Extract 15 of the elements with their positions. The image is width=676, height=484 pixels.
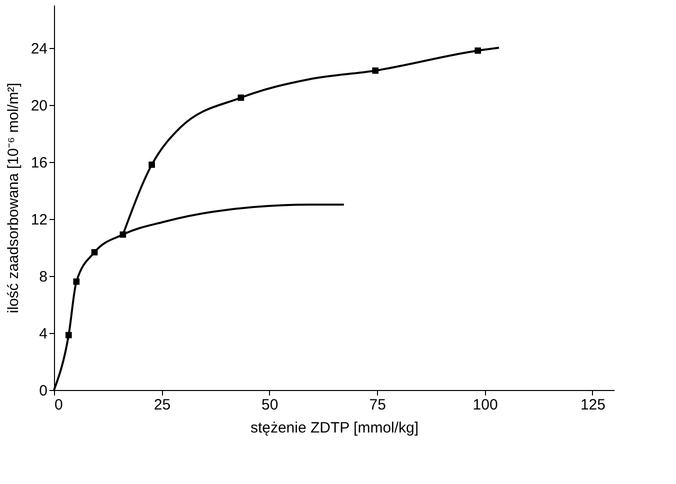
y-tick-label: 24 xyxy=(30,40,48,58)
y-tick-label: 8 xyxy=(39,268,48,286)
x-tick-label: 75 xyxy=(369,396,386,414)
x-tick-label: 0 xyxy=(54,396,63,414)
x-axis-title: stężenie ZDTP [mmol/kg] xyxy=(250,420,419,436)
y-tick-label: 20 xyxy=(30,97,48,114)
y-tick-label: 16 xyxy=(30,154,48,172)
y-tick-label: 4 xyxy=(39,325,48,342)
x-tick-label: 125 xyxy=(580,396,606,414)
y-tick-label: 12 xyxy=(30,211,48,228)
x-tick-label: 100 xyxy=(472,396,498,414)
x-tick-label: 50 xyxy=(262,396,278,414)
y-tick-label: 0 xyxy=(39,382,48,400)
x-tick-label: 25 xyxy=(154,396,171,414)
y-axis-title: ilość zaadsorbowana [10⁻⁶ mol/m²] xyxy=(4,82,22,314)
